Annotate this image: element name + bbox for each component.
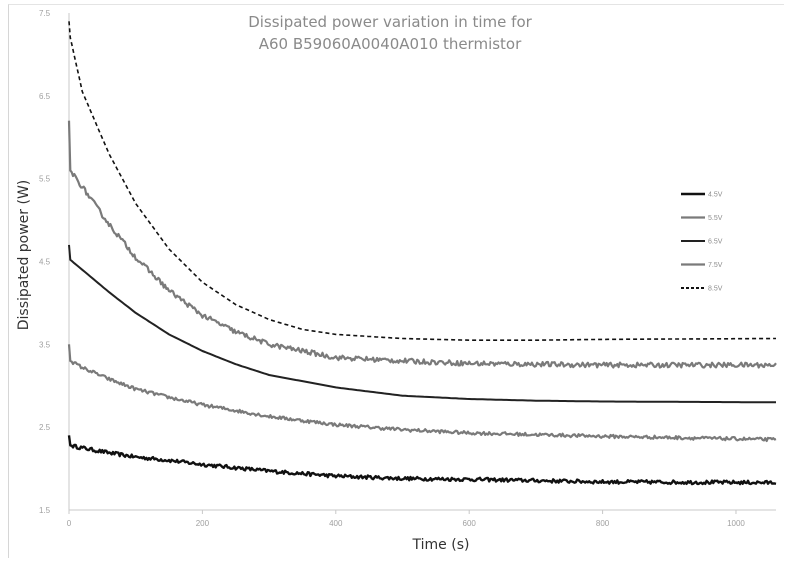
axes: 1.5 2.5 3.5 4.5 5.5 6.5 7.5 0 200 400 600 800 1000 <box>39 9 776 528</box>
y-tick-label: 3.5 <box>39 340 51 349</box>
x-tick-label: 0 <box>67 519 72 528</box>
legend-label-5.5V: 5.5V <box>708 215 723 222</box>
y-tick-label: 1.5 <box>39 506 51 515</box>
series-line-7.5V <box>67 120 777 369</box>
series-line-4.5V <box>67 435 777 486</box>
x-tick-label: 1000 <box>727 519 745 528</box>
y-tick-label: 4.5 <box>39 258 51 267</box>
legend-label-7.5V: 7.5V <box>708 262 723 269</box>
x-tick-label: 800 <box>596 519 610 528</box>
y-tick-label: 7.5 <box>39 9 51 18</box>
y-tick-label: 6.5 <box>39 92 51 101</box>
y-tick-label: 2.5 <box>39 423 51 432</box>
legend-label-6.5V: 6.5V <box>708 239 723 246</box>
chart-title-line-1: Dissipated power variation in time for <box>248 13 532 31</box>
chart-title-line-2: A60 B59060A0040A010 thermistor <box>258 35 522 53</box>
y-tick-label: 5.5 <box>39 175 51 184</box>
x-tick-label: 600 <box>463 519 477 528</box>
legend: 4.5V 5.5V 6.5V 7.5V 8.5V <box>681 192 723 293</box>
chart-frame <box>8 4 784 558</box>
x-tick-label: 400 <box>329 519 343 528</box>
series-layer <box>67 21 777 486</box>
legend-label-4.5V: 4.5V <box>708 192 723 199</box>
series-line-5.5V <box>67 344 777 443</box>
x-axis-label: Time (s) <box>412 537 470 553</box>
legend-label-8.5V: 8.5V <box>708 286 723 293</box>
series-line-6.5V <box>68 244 776 404</box>
series-line-8.5V <box>68 21 776 341</box>
x-tick-label: 200 <box>196 519 210 528</box>
